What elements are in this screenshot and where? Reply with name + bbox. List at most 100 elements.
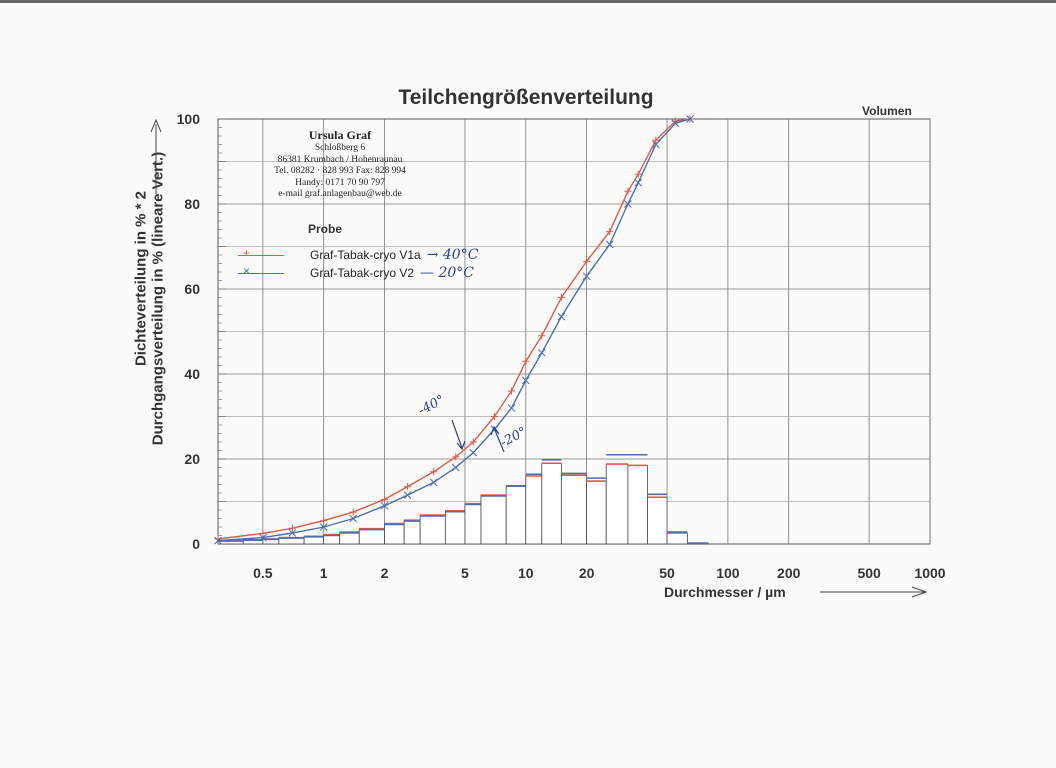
density-bar [444,510,466,545]
data-point-marker [557,294,565,301]
data-point-marker [522,357,530,365]
legend-label: Graf-Tabak-cryo V2 [310,266,415,280]
x-tick-label: 0.5 [253,565,273,581]
density-bar [505,485,527,545]
annotation-arrowhead [490,425,500,436]
data-point-marker [583,257,591,265]
legend-entry-v2: × Graf-Tabak-cryo V2 — 20°C [238,264,475,281]
company-line: Tel. 08282 · 828 993 Fax: 828 994 [274,166,406,176]
legend-handwritten-note: → 40°C [426,247,479,263]
annotation-arrow [493,427,505,453]
x-tick-label: 10 [518,565,534,581]
data-point-marker [288,529,297,537]
data-point-marker [452,453,460,461]
density-bar [464,503,482,545]
density-bar [560,474,588,545]
data-point-marker [403,491,412,499]
density-bar [666,532,688,545]
data-point-marker [582,272,591,281]
data-point-marker [349,508,357,516]
annotation-arrow [451,419,463,449]
annotation-arrowhead [456,440,466,451]
x-tick-label: 2 [381,565,389,581]
legend-label: Graf-Tabak-cryo V1a [310,248,421,262]
data-point-marker [686,115,694,123]
y-tick-label: 0 [192,536,200,552]
y-tick-label: 20 [184,451,200,467]
data-point-marker [381,495,389,503]
y-axis-arrowhead [150,118,162,133]
data-point-marker [521,376,530,385]
y-tick-label: 40 [184,366,200,382]
x-tick-label: 1 [320,565,328,581]
density-bar [480,494,507,545]
legend-entry-v1a: + Graf-Tabak-cryo V1a → 40°C [238,246,479,263]
company-name: Ursula Graf [308,128,372,142]
data-point-marker [404,483,412,491]
legend-swatch-blue: × [238,264,284,279]
data-point-marker [624,187,632,195]
x-axis-label: Durchmesser / µm [664,584,786,600]
legend-handwritten-note: — 20°C [420,265,475,281]
data-point-marker [490,413,498,420]
data-point-marker [429,478,438,487]
data-point-marker [469,438,477,446]
y-tick-label: 100 [177,111,201,127]
data-point-marker [537,348,546,357]
data-point-marker [606,228,614,236]
legend-title: Probe [308,222,343,236]
density-bar [403,519,421,545]
data-point-marker [430,468,438,476]
x-tick-label: 1000 [914,565,945,581]
cumulative-curve [217,118,691,542]
chart-title: Teilchengrößenverteilung [398,86,654,109]
density-bar [384,523,405,545]
legend-swatch-red: + [238,246,284,261]
data-point-marker [557,312,566,321]
data-point-marker [507,404,516,412]
data-point-marker [349,514,358,523]
data-point-marker [214,536,222,545]
company-line: 86381 Krumbach / Hohenraunau [277,154,403,165]
y-tick-label: 80 [184,196,200,212]
data-point-marker [671,119,680,128]
x-tick-label: 500 [857,565,881,581]
data-point-marker [259,529,267,537]
data-point-marker [380,501,389,510]
x-tick-label: 100 [716,565,740,581]
data-point-marker [451,463,460,472]
density-bar [647,496,668,545]
density-bar [627,464,648,545]
x-axis-arrowhead [911,586,928,598]
data-point-marker [652,136,660,144]
density-bar [339,531,360,545]
scan-edge [0,0,1056,3]
x-axis-label-text: Durchmesser / µm [664,584,786,600]
x-tick-label: 200 [777,565,801,581]
density-bar [605,463,629,545]
density-bar [541,462,562,545]
cumulative-curve [217,118,691,540]
y-tick-label: 60 [184,281,200,297]
density-bar [419,514,446,545]
data-point-marker [605,240,614,249]
data-point-marker [288,524,296,532]
data-point-marker [634,178,643,187]
x-tick-label: 50 [659,565,675,581]
density-bar [525,475,543,545]
data-point-marker [508,387,516,395]
data-point-marker [320,517,328,525]
data-point-marker [469,448,478,457]
data-point-marker [651,140,660,149]
x-tick-label: 5 [461,565,469,581]
data-point-marker [258,533,267,542]
density-bar [586,480,607,545]
data-point-marker [538,332,546,340]
data-point-marker [634,170,642,178]
company-line: Handy: 0171 70 90 797 [295,177,385,188]
company-line: e-mail graf.anlagenbau@web.de [278,189,402,199]
company-line: Schloßberg 6 [314,143,366,153]
company-stamp: Ursula Graf Schloßberg 6 86381 Krumbach … [240,128,440,201]
data-point-marker [319,523,328,531]
